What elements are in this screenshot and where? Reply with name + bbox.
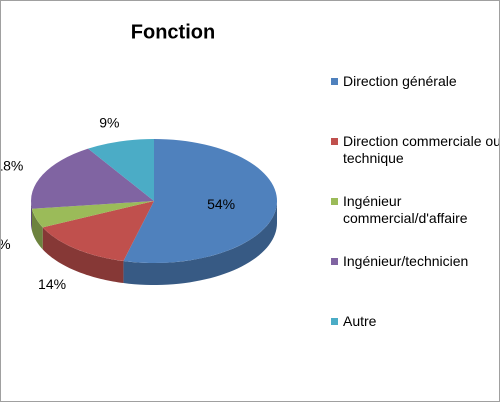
pie-slice-side: [31, 201, 32, 231]
pie-slice: [88, 139, 154, 201]
legend-swatch: [331, 318, 338, 325]
data-label: 9%: [99, 114, 119, 130]
legend-swatch: [331, 78, 338, 85]
legend-item: Direction commerciale ou technique: [331, 133, 500, 167]
pie-slice: [31, 201, 154, 228]
pie-slice-side: [42, 227, 124, 284]
legend-label: Ingénieur commercial/d'affaire: [343, 193, 468, 226]
legend-item: Autre: [331, 313, 499, 330]
legend-swatch: [331, 258, 338, 265]
legend-label: Ingénieur/technicien: [343, 253, 469, 269]
data-label: 54%: [207, 196, 235, 212]
pie-slice-side: [123, 201, 278, 285]
legend-item: Direction générale: [331, 73, 499, 90]
legend-swatch: [331, 198, 338, 205]
legend-swatch: [331, 138, 338, 145]
data-label: 18%: [1, 157, 23, 173]
data-label: 5%: [1, 236, 11, 252]
legend-label: Direction générale: [343, 73, 457, 89]
legend-label: Direction commerciale ou technique: [343, 133, 500, 166]
chart-title: Fonction: [131, 21, 215, 43]
legend-label: Autre: [343, 313, 377, 329]
pie-slice-side: [31, 208, 43, 250]
data-label: 14%: [38, 276, 66, 292]
pie-slice: [123, 139, 278, 264]
legend-item: Ingénieur/technicien: [331, 253, 499, 270]
legend-item: Ingénieur commercial/d'affaire: [331, 193, 499, 227]
pie-slice: [42, 201, 155, 262]
pie-slice: [31, 148, 155, 209]
